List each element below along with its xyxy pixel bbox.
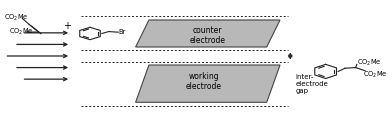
Text: $\mathsf{CO_2Me}$: $\mathsf{CO_2Me}$ [357,58,381,68]
Text: $\mathsf{CO_2Me}$: $\mathsf{CO_2Me}$ [4,13,29,23]
Polygon shape [136,65,280,102]
Text: working
electrode: working electrode [186,72,222,91]
Text: $\mathsf{CO_2Me}$: $\mathsf{CO_2Me}$ [9,27,34,37]
Text: inter-
electrode
gap: inter- electrode gap [295,74,328,94]
Text: +: + [63,21,71,31]
Text: $\mathsf{CO_2Me}$: $\mathsf{CO_2Me}$ [363,70,388,80]
Polygon shape [136,20,280,47]
Text: Br: Br [118,29,125,35]
Text: counter
electrode: counter electrode [190,26,226,45]
